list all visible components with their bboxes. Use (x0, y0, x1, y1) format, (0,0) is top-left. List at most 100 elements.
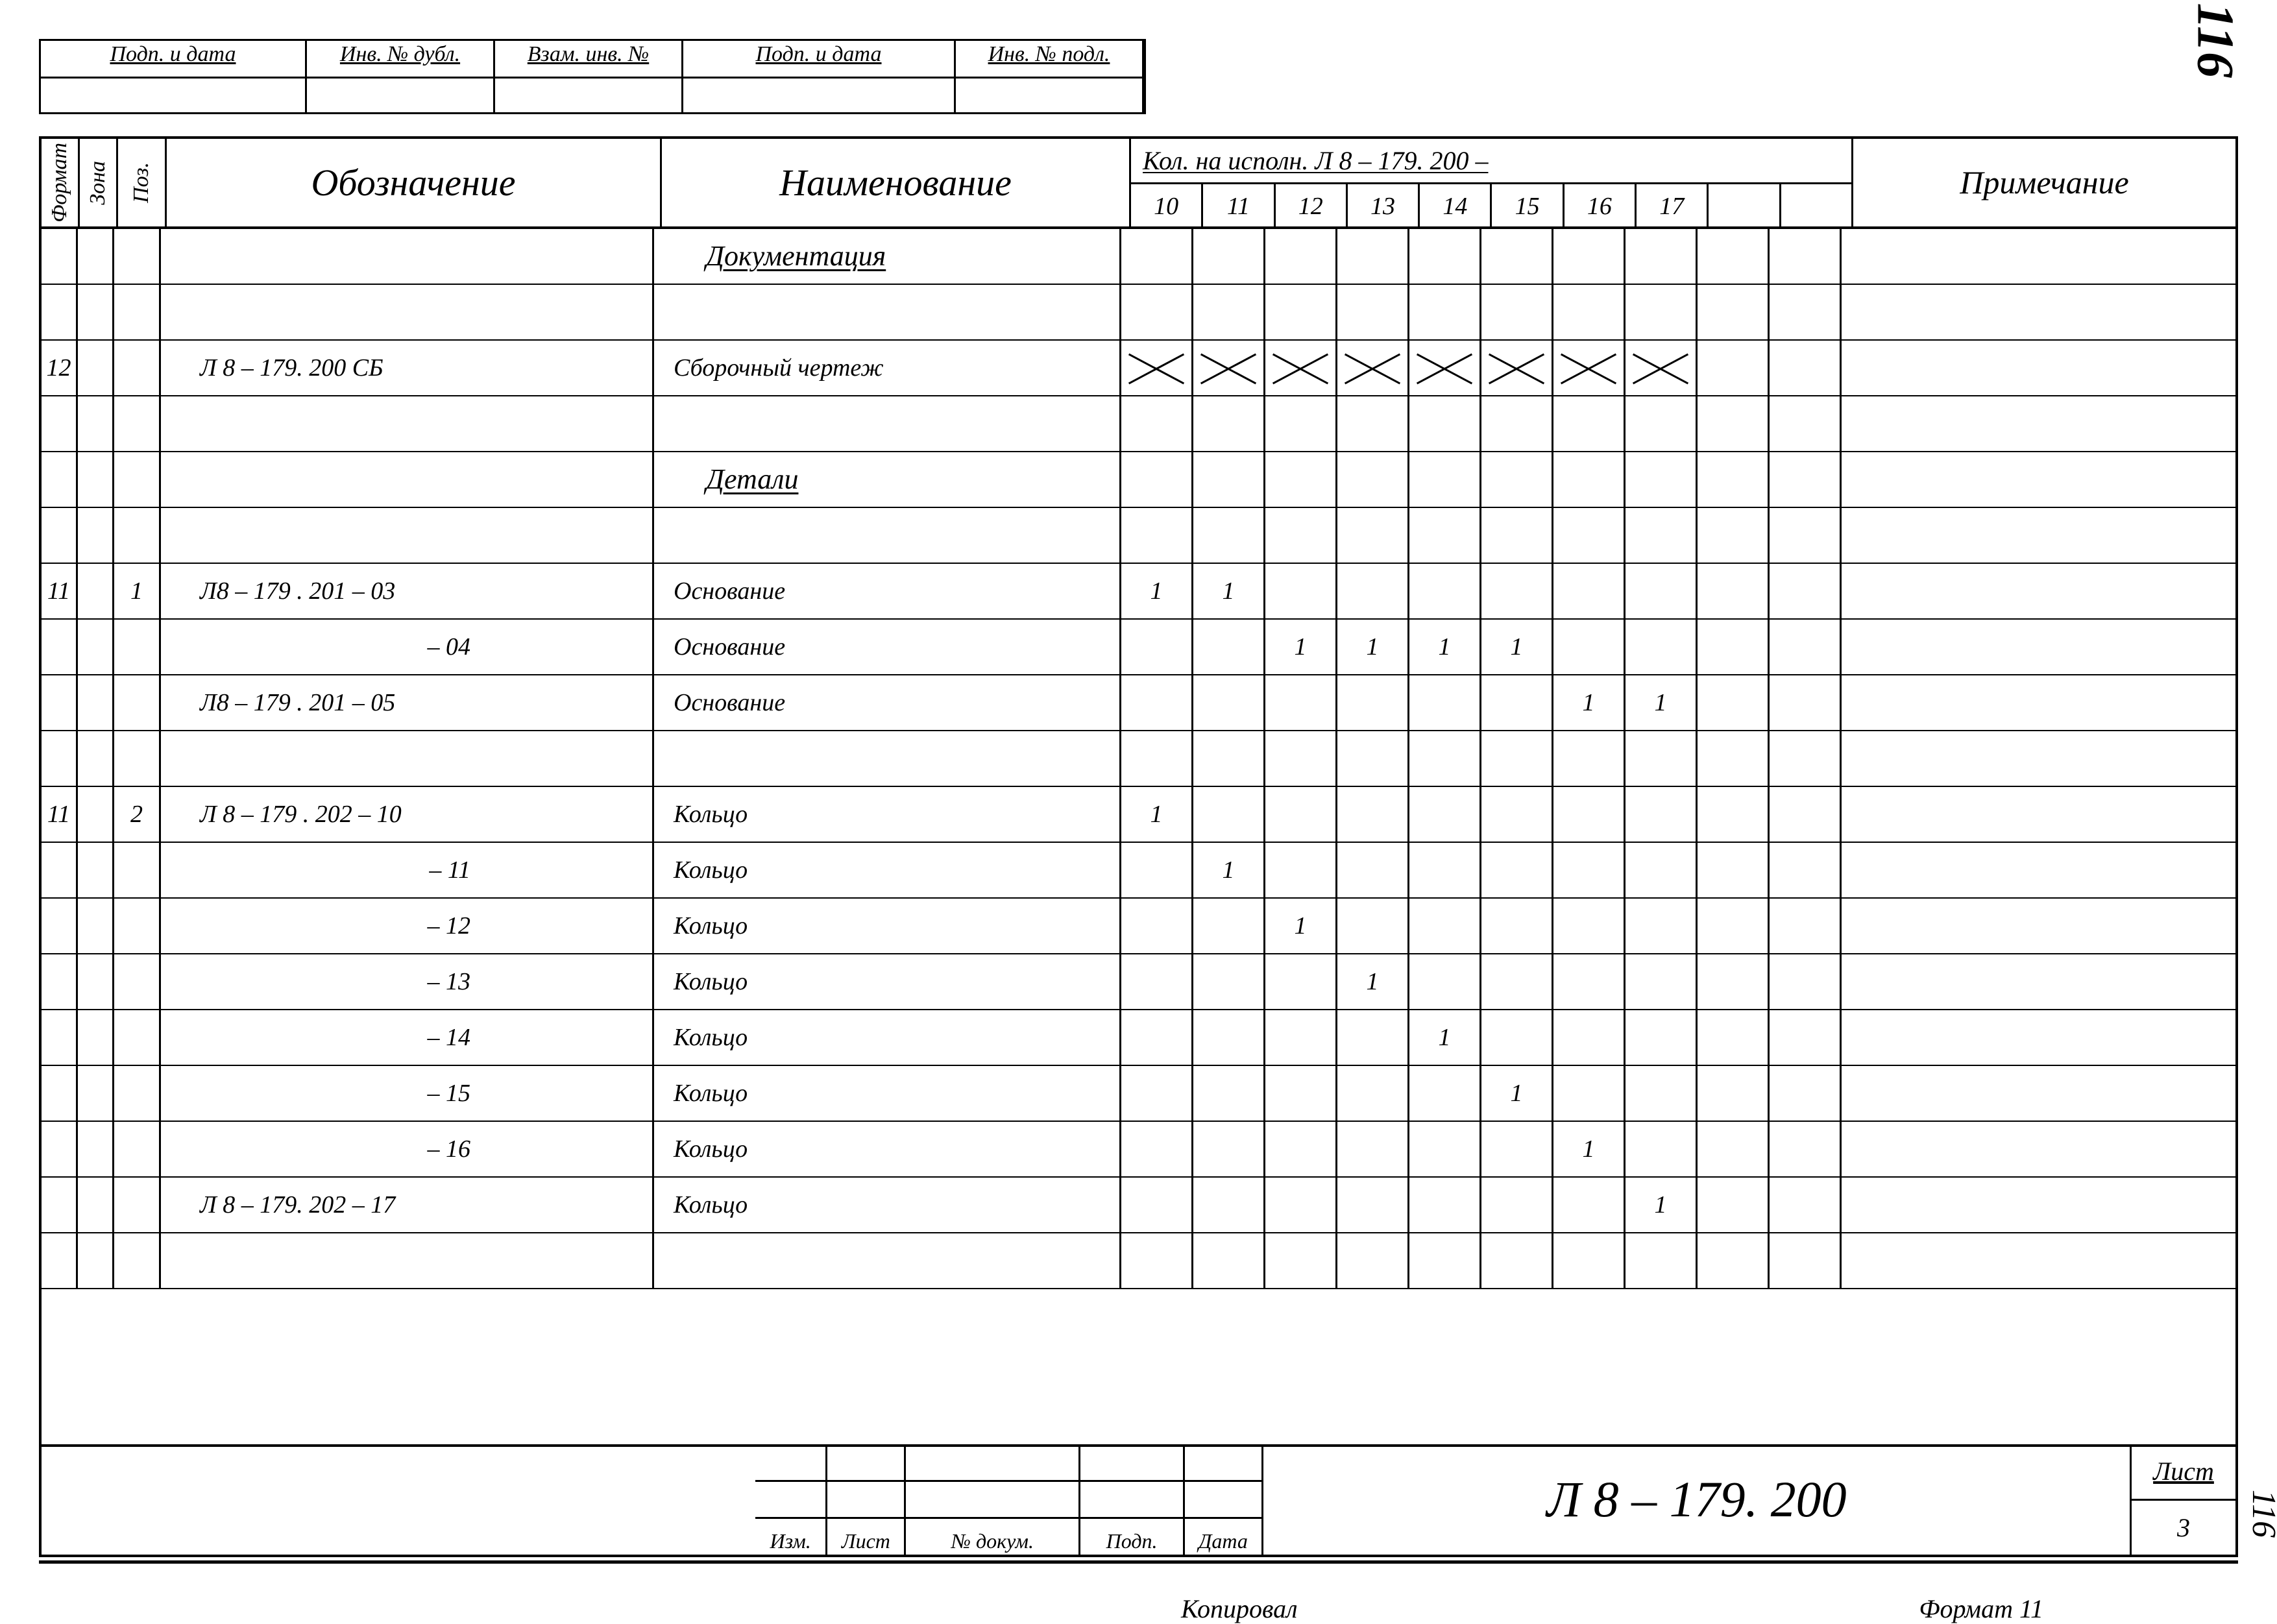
cell-qty (1337, 229, 1409, 284)
cell-qty (1626, 954, 1698, 1009)
cell-zona (78, 1178, 114, 1232)
cell-qty (1265, 452, 1337, 507)
table-row: – 13Кольцо1 (42, 954, 2235, 1010)
cell-qty (1265, 1233, 1337, 1288)
table-row: – 14Кольцо1 (42, 1010, 2235, 1066)
cell-oboz: Л 8 – 179 . 202 – 10 (161, 787, 654, 842)
cell-zona (78, 675, 114, 730)
cell-prim (1842, 1010, 2235, 1065)
cell-qty (1770, 396, 1842, 451)
cell-poz (114, 731, 161, 786)
cell-qty (1265, 1010, 1337, 1065)
cell-qty (1337, 1066, 1409, 1121)
cell-qty (1626, 229, 1698, 284)
stamp-blank-cell (906, 1444, 1080, 1480)
cell-qty (1481, 1233, 1553, 1288)
cell-qty (1553, 954, 1626, 1009)
cell-qty: 1 (1553, 675, 1626, 730)
cell-qty (1265, 341, 1337, 395)
stamp-label: Подп. (1080, 1519, 1185, 1555)
cell-oboz: – 15 (161, 1066, 654, 1121)
cell-qty (1698, 396, 1770, 451)
cell-oboz (161, 285, 654, 339)
cell-poz (114, 675, 161, 730)
col-header-prim: Примечание (1853, 139, 2235, 226)
cell-qty: 1 (1626, 675, 1698, 730)
cell-qty (1698, 731, 1770, 786)
stamp-row-labels: Изм.Лист№ докум.Подп.Дата (755, 1517, 1261, 1555)
col-header-poz: Поз. (118, 139, 167, 226)
cell-qty: 1 (1265, 620, 1337, 674)
cell-qty (1121, 675, 1193, 730)
cell-qty: 1 (1121, 787, 1193, 842)
spec-table: Формат Зона Поз. Обозначение Наименовани… (39, 136, 2238, 1447)
stamp-label: № докум. (906, 1519, 1080, 1555)
cell-qty (1121, 899, 1193, 953)
col-header-qty: Кол. на исполн. Л 8 – 179. 200 – 1011121… (1131, 139, 1853, 226)
cell-qty: 1 (1121, 564, 1193, 618)
cell-qty (1265, 1122, 1337, 1176)
stamp-blank-cell (827, 1444, 906, 1480)
cell-qty (1265, 564, 1337, 618)
cell-naim: Основание (654, 675, 1121, 730)
cell-qty (1121, 229, 1193, 284)
cell-qty (1698, 1010, 1770, 1065)
cell-qty (1481, 899, 1553, 953)
cell-format: 11 (42, 787, 78, 842)
cell-qty (1481, 1122, 1553, 1176)
cell-qty (1481, 675, 1553, 730)
cell-qty (1121, 731, 1193, 786)
cell-qty (1337, 508, 1409, 563)
cell-zona (78, 1122, 114, 1176)
cell-poz (114, 1066, 161, 1121)
cell-oboz: – 14 (161, 1010, 654, 1065)
cell-format (42, 620, 78, 674)
cell-qty (1193, 1233, 1265, 1288)
cell-qty (1626, 341, 1698, 395)
cell-qty (1626, 508, 1698, 563)
cell-naim: Детали (654, 452, 1121, 507)
cell-qty (1626, 899, 1698, 953)
cell-qty (1193, 1122, 1265, 1176)
cell-qty (1770, 731, 1842, 786)
cell-qty (1626, 452, 1698, 507)
cell-oboz: – 11 (161, 843, 654, 897)
cell-oboz (161, 229, 654, 284)
cell-qty: 1 (1409, 1010, 1481, 1065)
col-header-oboz: Обозначение (167, 139, 662, 226)
cell-zona (78, 1233, 114, 1288)
cell-qty (1698, 564, 1770, 618)
cell-zona (78, 396, 114, 451)
stamp-blank-cell (827, 1482, 906, 1518)
cell-qty (1337, 899, 1409, 953)
cell-oboz: Л 8 – 179. 202 – 17 (161, 1178, 654, 1232)
table-row (42, 508, 2235, 564)
stamp-blank-cell (1080, 1444, 1185, 1480)
sheet-number-box: Лист 3 (2132, 1444, 2235, 1555)
cell-oboz (161, 452, 654, 507)
cell-prim (1842, 229, 2235, 284)
cell-qty (1481, 452, 1553, 507)
cell-qty (1337, 787, 1409, 842)
cell-qty (1553, 396, 1626, 451)
cell-qty (1409, 1233, 1481, 1288)
table-row: 112Л 8 – 179 . 202 – 10Кольцо1 (42, 787, 2235, 843)
cell-qty (1770, 1233, 1842, 1288)
cell-qty (1553, 1066, 1626, 1121)
table-row (42, 396, 2235, 452)
drawing-code: Л 8 – 179. 200 (1263, 1444, 2132, 1555)
cell-naim: Основание (654, 620, 1121, 674)
cell-qty (1337, 1010, 1409, 1065)
cell-poz (114, 843, 161, 897)
cell-poz (114, 229, 161, 284)
cell-prim (1842, 1122, 2235, 1176)
cell-qty: 1 (1337, 954, 1409, 1009)
cell-naim: Кольцо (654, 787, 1121, 842)
table-row: – 12Кольцо1 (42, 899, 2235, 954)
cell-qty (1481, 564, 1553, 618)
cell-zona (78, 620, 114, 674)
cell-naim: Кольцо (654, 1122, 1121, 1176)
cell-qty (1481, 1010, 1553, 1065)
cell-qty: 1 (1553, 1122, 1626, 1176)
cell-qty (1409, 508, 1481, 563)
